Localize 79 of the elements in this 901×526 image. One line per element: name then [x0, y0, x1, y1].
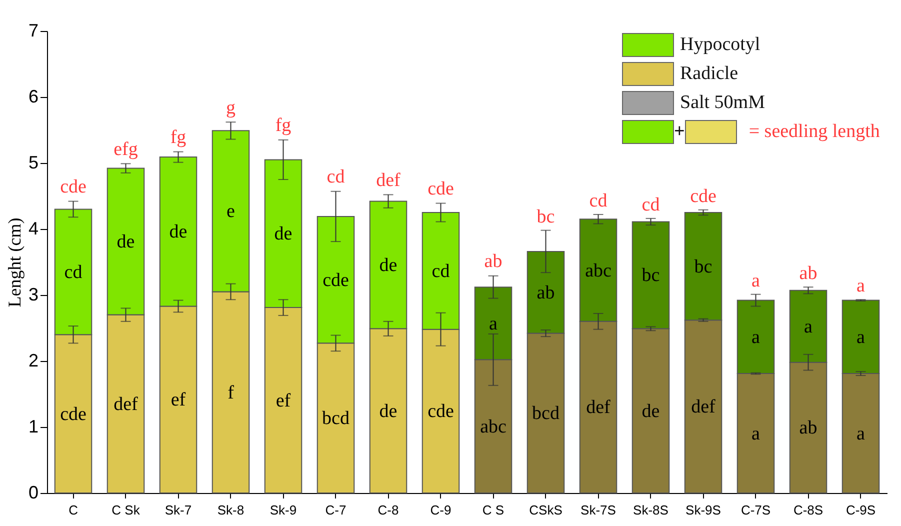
- data-label: abc: [585, 260, 612, 282]
- data-label: def: [114, 394, 139, 415]
- y-tick-label: 1: [28, 416, 38, 436]
- data-label: ef: [170, 390, 186, 411]
- annotation: efg: [114, 139, 138, 160]
- data-label: ab: [536, 282, 555, 304]
- x-tick-label: C-8: [378, 502, 399, 518]
- y-tick-label: 6: [28, 86, 38, 106]
- annotation: = seedling length: [748, 120, 880, 142]
- annotation: cd: [642, 194, 660, 216]
- data-label: de: [642, 400, 660, 422]
- y-tick-label: 5: [28, 152, 38, 172]
- x-tick-label: Sk-7S: [580, 502, 616, 518]
- y-tick-label: 0: [28, 482, 38, 502]
- y-axis-title: Lenght (cm): [4, 218, 24, 308]
- annotation: cd: [589, 190, 608, 212]
- annotation: fg: [275, 115, 292, 136]
- x-tick-label: C-7S: [740, 502, 771, 518]
- x-tick-label: Sk-7: [164, 502, 192, 518]
- data-label: ef: [276, 390, 292, 412]
- data-label: def: [586, 397, 612, 418]
- data-label: bc: [694, 256, 712, 278]
- data-label: cde: [428, 401, 454, 422]
- y-tick-label: 7: [28, 20, 38, 40]
- data-label: de: [379, 254, 398, 276]
- x-tick-label: Sk-8: [217, 502, 244, 518]
- legend-label: Hypocotyl: [680, 34, 760, 56]
- data-label: cd: [64, 262, 83, 283]
- swatch-sum-key: + = seedling length: [622, 118, 880, 145]
- data-label: bcd: [532, 403, 560, 424]
- x-tick-label: C S: [482, 502, 504, 518]
- y-tick-label: 4: [28, 218, 38, 238]
- annotation: cde: [428, 178, 454, 200]
- data-label: de: [116, 232, 135, 253]
- x-tick-label: C: [68, 502, 78, 518]
- annotation: fg: [170, 127, 187, 148]
- x-tick-label: CSkS: [529, 502, 563, 518]
- data-label: de: [379, 400, 398, 422]
- annotation: g: [226, 97, 236, 118]
- data-label: a: [856, 326, 866, 348]
- data-label: def: [691, 396, 716, 418]
- data-label: bc: [642, 265, 660, 286]
- annotation: a: [856, 276, 866, 297]
- annotation: ab: [484, 251, 502, 272]
- data-label: a: [804, 316, 814, 338]
- x-tick-label: Sk-8S: [633, 502, 669, 518]
- data-label: f: [228, 382, 235, 404]
- data-label: cde: [322, 270, 349, 291]
- x-tick-label: Sk-9: [270, 502, 297, 518]
- y-tick-label: 3: [28, 284, 38, 304]
- annotation: cde: [60, 176, 86, 198]
- x-tick-label: C-8S: [793, 502, 824, 518]
- annotation: +: [674, 120, 685, 142]
- data-label: a: [856, 423, 866, 444]
- annotation: a: [752, 270, 761, 292]
- annotation: ab: [799, 263, 818, 284]
- data-label: a: [752, 423, 761, 444]
- annotation: cd: [326, 166, 346, 188]
- annotation: bc: [536, 206, 555, 228]
- data-label: cd: [432, 260, 450, 282]
- annotation: def: [376, 170, 402, 192]
- data-label: abc: [480, 416, 506, 438]
- data-label: de: [274, 224, 292, 245]
- legend-label: Salt 50mM: [680, 92, 765, 114]
- data-label: a: [489, 313, 498, 334]
- y-tick-label: 2: [28, 350, 38, 370]
- data-label: de: [169, 222, 188, 243]
- data-label: a: [752, 326, 761, 348]
- x-tick-label: C-7: [325, 502, 346, 518]
- annotation: cde: [690, 186, 716, 207]
- x-tick-label: C Sk: [112, 502, 140, 518]
- data-label: bcd: [322, 408, 350, 430]
- data-label: ab: [799, 418, 818, 439]
- data-label: e: [226, 201, 235, 222]
- data-label: cde: [60, 404, 86, 425]
- x-tick-label: C-9S: [846, 502, 876, 518]
- x-tick-label: C-9: [430, 502, 452, 518]
- legend-label: Radicle: [680, 62, 738, 84]
- x-tick-label: Sk-9S: [686, 502, 722, 518]
